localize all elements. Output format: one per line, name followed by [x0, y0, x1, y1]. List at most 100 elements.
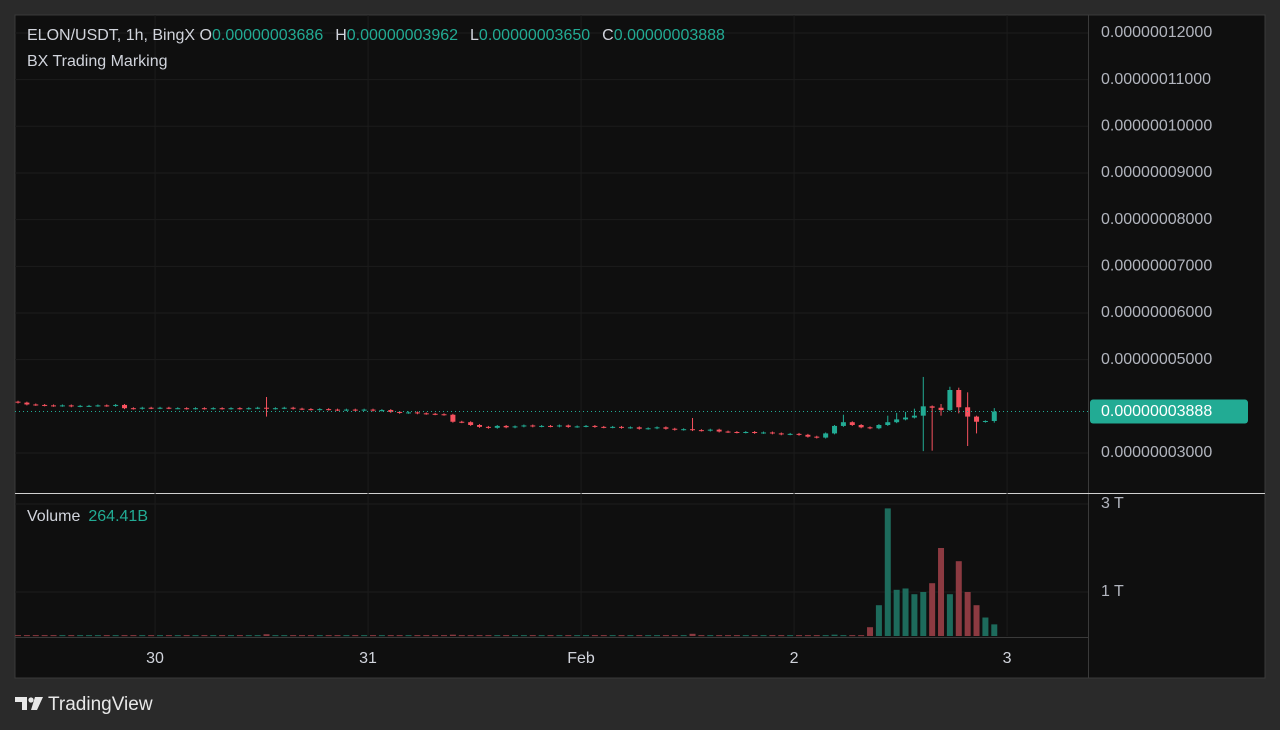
tradingview-logo	[15, 697, 43, 710]
candle-body	[911, 415, 917, 418]
volume-bar	[858, 635, 865, 637]
candle-body	[672, 428, 678, 430]
candle-body	[574, 426, 580, 428]
candle-body	[929, 406, 935, 408]
volume-bar	[733, 635, 740, 637]
volume-bar	[955, 561, 962, 636]
candle-body	[201, 408, 207, 410]
volume-bar	[742, 635, 749, 637]
volume-bar	[725, 635, 732, 637]
volume-bar	[698, 635, 705, 637]
candle-body	[796, 433, 802, 435]
candle-body	[361, 409, 367, 411]
volume-bar	[716, 635, 723, 637]
candle-body	[33, 404, 39, 406]
candle-body	[95, 405, 101, 407]
y-tick-label: 0.00000003000	[1101, 444, 1212, 461]
candle-body	[308, 409, 314, 411]
candle-body	[317, 409, 323, 411]
candle-body	[858, 425, 864, 428]
candle-body	[521, 425, 527, 427]
volume-bar	[529, 635, 536, 637]
volume-bar	[946, 594, 953, 636]
volume-bar	[778, 635, 785, 637]
volume-bar	[370, 635, 377, 637]
ohlc-key: O	[199, 27, 212, 44]
volume-bar	[565, 635, 572, 637]
candle-body	[823, 433, 829, 438]
volume-bar	[352, 635, 359, 637]
volume-bar	[343, 635, 350, 637]
volume-bar	[228, 635, 235, 637]
candle-body	[139, 407, 145, 409]
x-tick-label: 30	[146, 650, 164, 667]
volume-bar	[938, 547, 945, 636]
candle-body	[246, 408, 252, 410]
volume-bar	[929, 583, 936, 636]
candle-body	[840, 422, 846, 426]
candle-body	[920, 406, 926, 416]
candle-body	[956, 389, 962, 408]
volume-bar	[263, 634, 270, 636]
candle-body	[752, 432, 758, 434]
candle-body	[485, 426, 491, 428]
volume-bar	[538, 635, 545, 637]
volume-bar	[396, 635, 403, 637]
volume-bar	[245, 635, 252, 637]
volume-bar	[334, 635, 341, 637]
volume-bar	[361, 635, 368, 637]
volume-bar	[130, 635, 137, 637]
volume-bar	[991, 624, 998, 636]
brand: TradingView	[48, 694, 153, 715]
volume-bar	[893, 589, 900, 636]
y-tick-label: 0.00000005000	[1101, 351, 1212, 368]
candle-body	[86, 405, 92, 407]
candle-body	[148, 407, 154, 409]
candle-body	[947, 389, 953, 411]
candle-body	[698, 430, 704, 432]
candle-body	[264, 407, 270, 409]
volume-bar	[165, 635, 172, 637]
candle-body	[663, 427, 669, 429]
volume-bar	[476, 635, 483, 637]
volume-bar	[94, 635, 101, 637]
volume-bar	[787, 635, 794, 637]
volume-bar	[290, 635, 297, 637]
candle-body	[583, 425, 589, 427]
volume-bar	[609, 635, 616, 637]
candle-body	[849, 422, 855, 426]
candle-body	[805, 434, 811, 437]
y-tick-label: 0.00000007000	[1101, 258, 1212, 275]
volume-bar	[627, 635, 634, 637]
volume-bar	[405, 635, 412, 637]
candle-body	[42, 404, 48, 406]
volume-bar	[299, 635, 306, 637]
candle-body	[219, 408, 225, 410]
volume-bar	[210, 635, 217, 637]
volume-bar	[574, 635, 581, 637]
x-tick-label: 31	[359, 650, 377, 667]
volume-bar	[875, 605, 882, 636]
volume-bar	[387, 635, 394, 637]
volume-bar	[591, 635, 598, 637]
volume-bar	[192, 635, 199, 637]
candle-body	[787, 433, 793, 435]
candle-body	[636, 427, 642, 429]
volume-bar	[59, 635, 66, 637]
symbol: ELON/USDT, 1h, BingX	[27, 27, 196, 44]
last-price-badge	[1090, 399, 1248, 424]
x-tick-label: 3	[1003, 650, 1012, 667]
candle-body	[113, 404, 119, 406]
candle-body	[601, 426, 607, 428]
candle-body	[228, 408, 234, 410]
volume-bar	[689, 633, 696, 636]
candle-body	[423, 413, 429, 415]
volume-bar	[600, 635, 607, 637]
volume-bar	[911, 594, 918, 636]
candle-body	[406, 412, 412, 414]
candle-body	[539, 425, 545, 427]
candle-body	[903, 417, 909, 420]
volume-bar	[307, 635, 314, 637]
volume-bar	[458, 635, 465, 637]
volume-bar	[760, 635, 767, 637]
